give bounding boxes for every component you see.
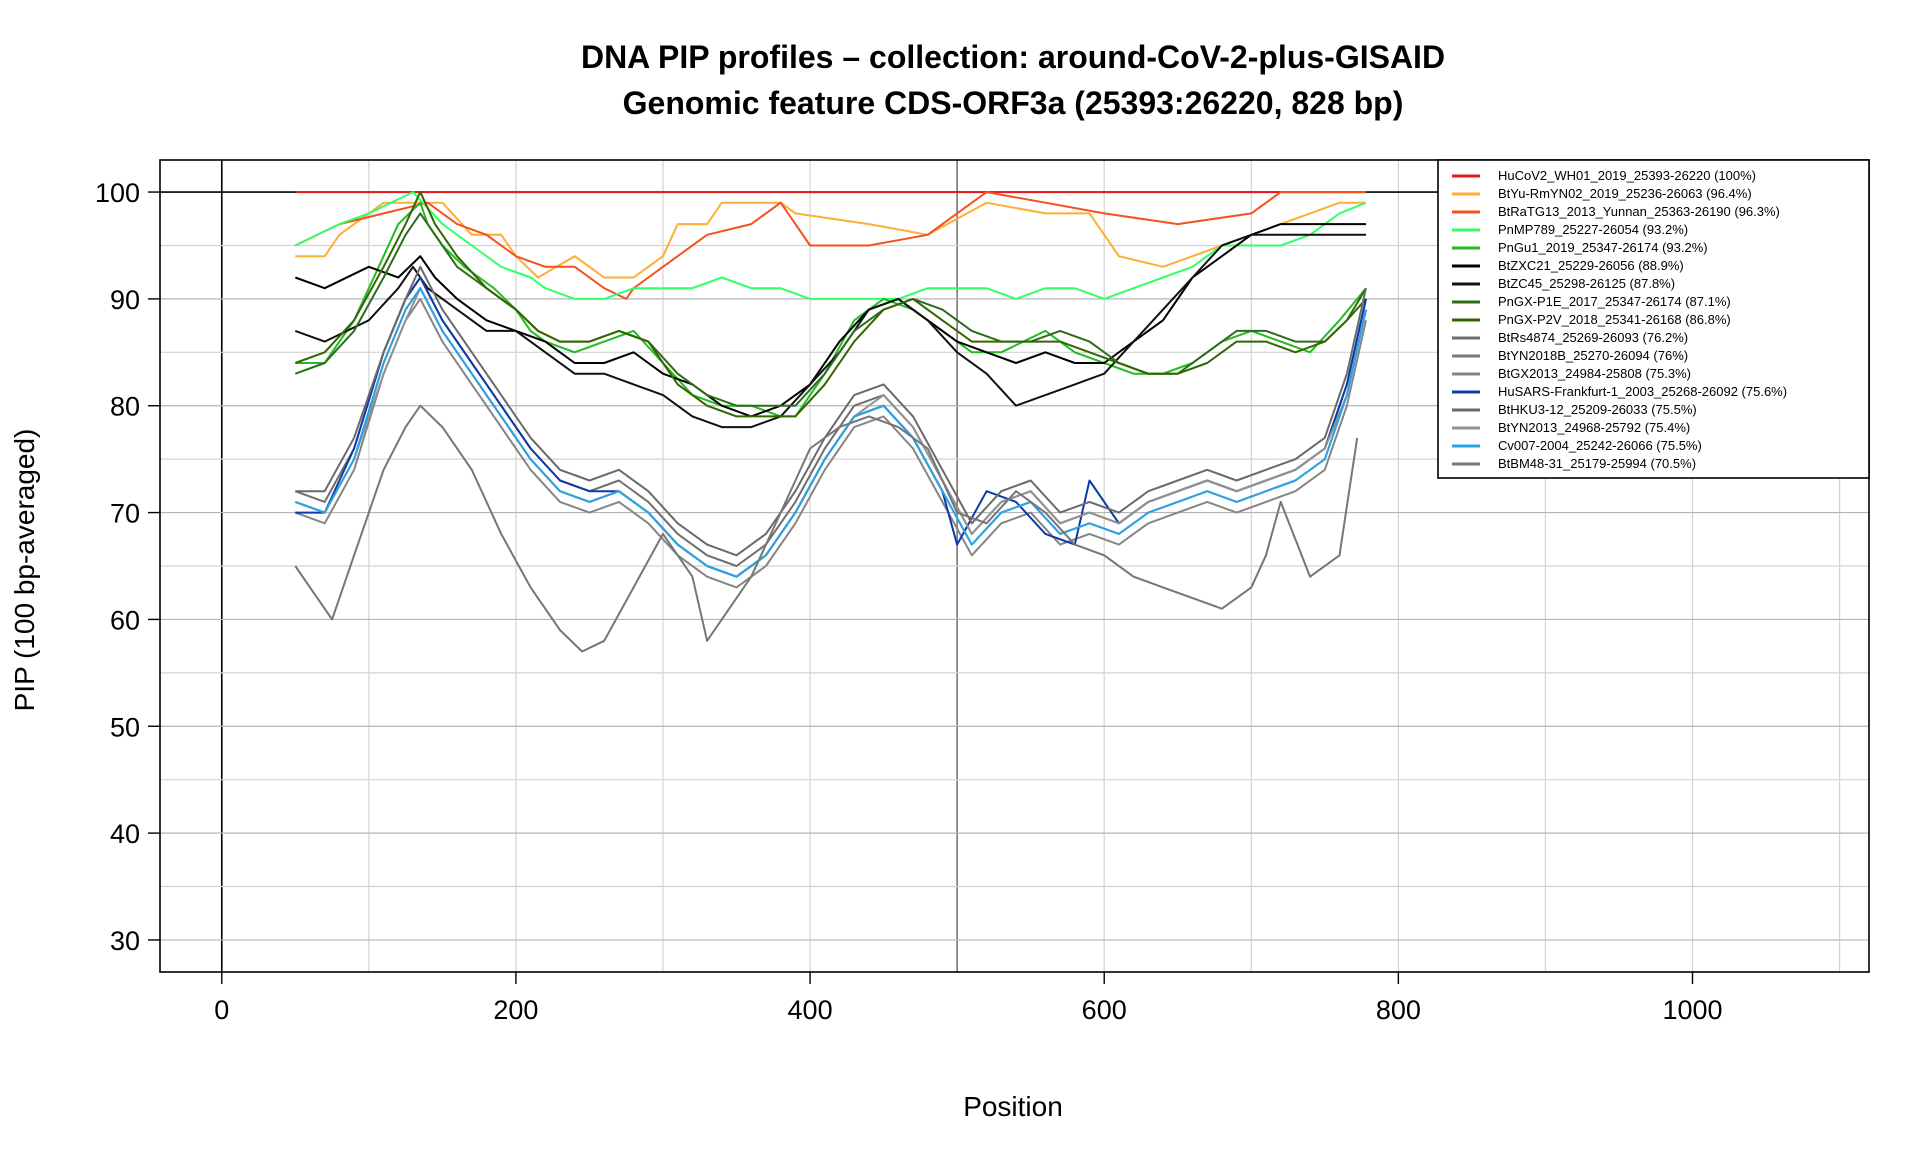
chart-title: DNA PIP profiles – collection: around-Co…	[581, 39, 1445, 75]
y-tick-label: 90	[110, 285, 140, 315]
legend-entry: BtBM48-31_25179-25994 (70.5%)	[1498, 456, 1696, 471]
chart-subtitle: Genomic feature CDS-ORF3a (25393:26220, …	[623, 85, 1404, 121]
series-line	[294, 287, 1367, 578]
y-tick-label: 30	[110, 926, 140, 956]
y-tick-label: 40	[110, 819, 140, 849]
legend-entry: BtRs4874_25269-26093 (76.2%)	[1498, 330, 1688, 345]
series-line	[294, 191, 1367, 300]
legend-entry: BtYN2013_24968-25792 (75.4%)	[1498, 420, 1690, 435]
series-line	[294, 276, 1367, 567]
legend-entry: PnMP789_25227-26054 (93.2%)	[1498, 222, 1688, 237]
series-line	[295, 276, 1367, 578]
legend-entry: HuCoV2_WH01_2019_25393-26220 (100%)	[1498, 168, 1756, 183]
series-lines	[294, 191, 1367, 653]
x-tick-label: 800	[1376, 995, 1421, 1025]
legend-entry: BtRaTG13_2013_Yunnan_25363-26190 (96.3%)	[1498, 204, 1780, 219]
legend-entry: PnGu1_2019_25347-26174 (93.2%)	[1498, 240, 1708, 255]
x-tick-label: 0	[214, 995, 229, 1025]
legend-entry: BtYu-RmYN02_2019_25236-26063 (96.4%)	[1498, 186, 1752, 201]
series-line	[294, 191, 1367, 418]
legend-entry: BtZC45_25298-26125 (87.8%)	[1498, 276, 1675, 291]
legend-entry: BtGX2013_24984-25808 (75.3%)	[1498, 366, 1691, 381]
legend-entry: BtHKU3-12_25209-26033 (75.5%)	[1498, 402, 1697, 417]
legend-entry: Cv007-2004_25242-26066 (75.5%)	[1498, 438, 1702, 453]
y-tick-label: 100	[95, 178, 140, 208]
series-line	[294, 297, 1367, 589]
x-axis-label: Position	[963, 1091, 1063, 1122]
legend-entry: BtZXC21_25229-26056 (88.9%)	[1498, 258, 1684, 273]
legend-entry: PnGX-P1E_2017_25347-26174 (87.1%)	[1498, 294, 1731, 309]
series-line	[294, 404, 1359, 653]
legend-entry: BtYN2018B_25270-26094 (76%)	[1498, 348, 1688, 363]
series-line	[294, 233, 1366, 429]
y-tick-label: 70	[110, 499, 140, 529]
x-tick-label: 600	[1082, 995, 1127, 1025]
legend: HuCoV2_WH01_2019_25393-26220 (100%) BtYu-…	[1437, 159, 1870, 479]
y-tick-label: 50	[110, 712, 140, 742]
legend-entry: HuSARS-Frankfurt-1_2003_25268-26092 (75.…	[1498, 384, 1787, 399]
y-tick-label: 80	[110, 392, 140, 422]
x-tick-label: 200	[493, 995, 538, 1025]
series-line	[294, 212, 1367, 407]
axes: 0 200 400 600 800 1000 30 40 50 60 70 80 90 100	[95, 159, 1870, 1025]
plot-frame	[159, 159, 1870, 973]
y-tick-label: 60	[110, 605, 140, 635]
x-tick-label: 1000	[1662, 995, 1722, 1025]
x-tick-label: 400	[788, 995, 833, 1025]
legend-box	[1437, 159, 1870, 479]
y-axis-label: PIP (100 bp-averaged)	[9, 429, 40, 712]
series-line	[294, 191, 1366, 300]
legend-entry: PnGX-P2V_2018_25341-26168 (86.8%)	[1498, 312, 1731, 327]
